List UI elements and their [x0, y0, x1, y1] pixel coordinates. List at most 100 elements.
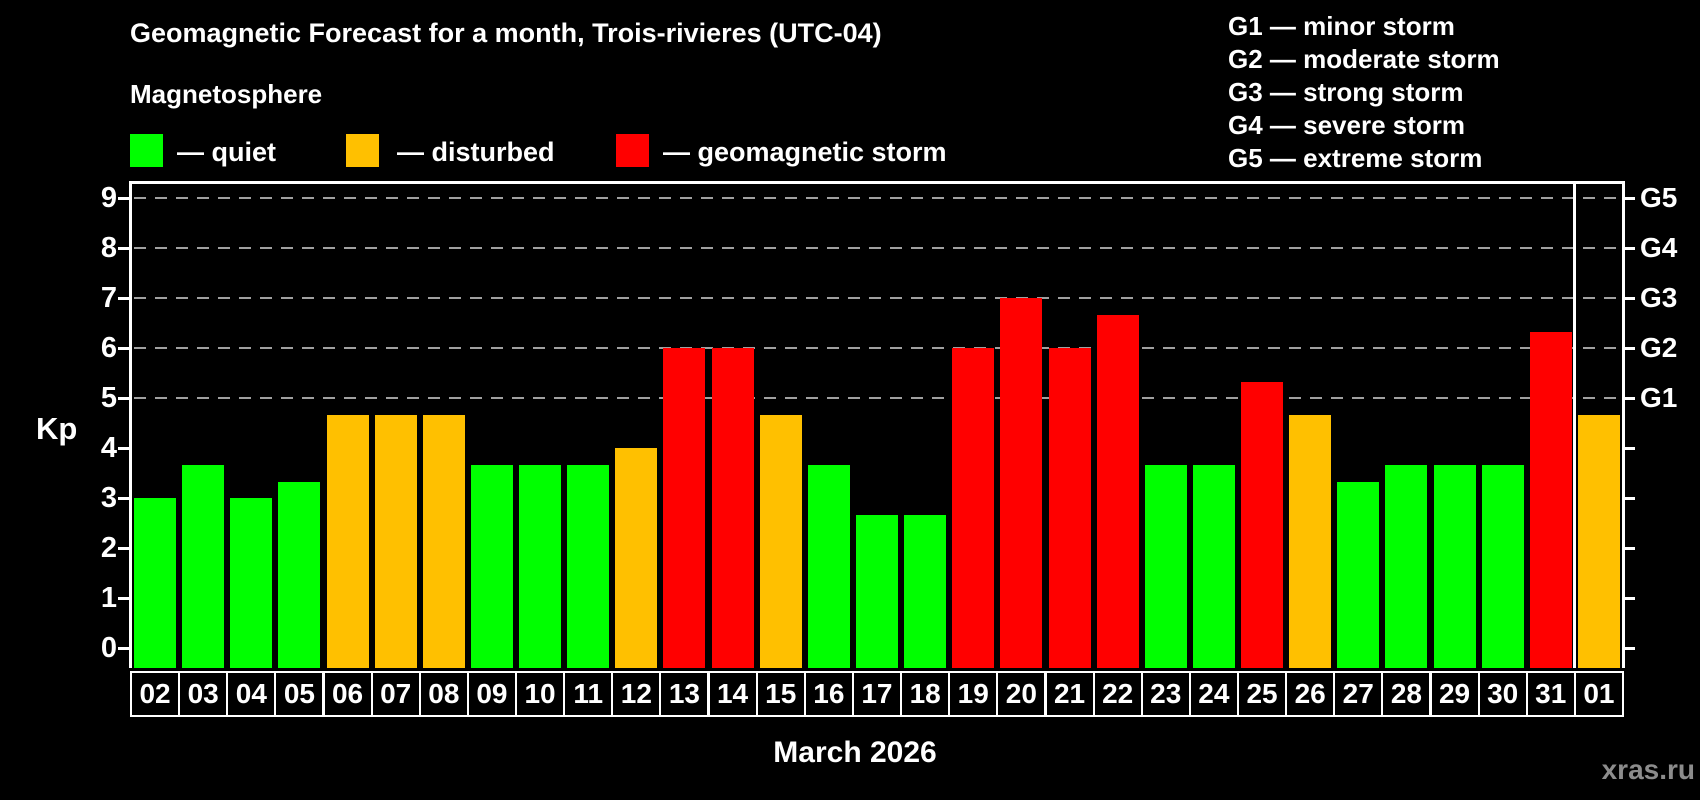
y-axis-tick	[118, 447, 129, 450]
x-tick-label: 16	[803, 671, 854, 717]
kp-bar	[374, 414, 417, 668]
x-tick-label: 26	[1285, 671, 1336, 717]
storm-scale-legend: G1 — minor storm G2 — moderate storm G3 …	[1228, 10, 1500, 175]
x-tick-label: 29	[1429, 671, 1480, 717]
y-axis-tick	[1624, 597, 1635, 600]
x-tick-label: 09	[466, 671, 517, 717]
y-tick-label: 6	[100, 332, 117, 364]
x-tick-label: 31	[1525, 671, 1576, 717]
x-tick-label: 11	[563, 671, 614, 717]
disturbed-legend-label: — disturbed	[397, 137, 555, 167]
g-scale-tick-label: G1	[1640, 382, 1678, 413]
x-tick-label: 13	[659, 671, 710, 717]
kp-bar	[278, 481, 321, 668]
kp-bar	[1481, 464, 1524, 668]
x-tick-label: 22	[1092, 671, 1143, 717]
quiet-swatch-icon	[130, 134, 163, 167]
y-axis-tick	[118, 547, 129, 550]
kp-bar	[1096, 314, 1139, 668]
gridline	[134, 397, 1620, 399]
kp-bar	[1144, 464, 1187, 668]
month-separator-line	[1573, 183, 1577, 668]
kp-bar	[663, 348, 706, 668]
y-tick-label: 0	[100, 632, 117, 664]
g-scale-tick-label: G4	[1640, 232, 1678, 263]
x-axis-title: March 2026	[773, 736, 937, 769]
kp-bar	[807, 464, 850, 668]
x-tick-label: 01	[1573, 671, 1624, 717]
kp-bar	[422, 414, 465, 668]
x-tick-label: 25	[1237, 671, 1288, 717]
x-tick-label: 28	[1381, 671, 1432, 717]
gridline	[134, 297, 1620, 299]
storm-scale-line-g1: G1 — minor storm	[1228, 11, 1455, 41]
kp-bar	[1337, 481, 1380, 668]
kp-bar	[134, 498, 177, 668]
y-axis-tick	[1624, 197, 1635, 200]
x-tick-label: 19	[948, 671, 999, 717]
y-axis-tick	[118, 247, 129, 250]
y-axis-title: Kp	[36, 411, 78, 446]
x-tick-label: 15	[755, 671, 806, 717]
kp-bar	[855, 514, 898, 668]
kp-bar	[1433, 464, 1476, 668]
g-scale-tick-label: G5	[1640, 182, 1678, 213]
storm-scale-line-g5: G5 — extreme storm	[1228, 143, 1483, 173]
x-tick-label: 05	[274, 671, 325, 717]
y-axis-tick	[118, 397, 129, 400]
storm-scale-line-g4: G4 — severe storm	[1228, 110, 1466, 140]
x-tick-label: 02	[130, 671, 181, 717]
x-tick-label: 20	[996, 671, 1047, 717]
disturbed-swatch-icon	[346, 134, 379, 167]
x-tick-label: 23	[1140, 671, 1191, 717]
y-axis-tick	[118, 647, 129, 650]
x-tick-label: 24	[1188, 671, 1239, 717]
kp-bar	[1241, 381, 1284, 668]
y-tick-label: 5	[100, 382, 117, 414]
x-tick-label: 12	[611, 671, 662, 717]
y-axis-tick	[1624, 347, 1635, 350]
g-scale-tick-label: G3	[1640, 282, 1678, 313]
y-tick-label: 8	[100, 232, 117, 264]
kp-bar	[1000, 298, 1043, 668]
gridline	[134, 197, 1620, 199]
y-axis-tick	[118, 297, 129, 300]
kp-bar	[615, 448, 658, 668]
x-tick-label: 17	[851, 671, 902, 717]
kp-bar	[1048, 348, 1091, 668]
y-axis-tick	[1624, 447, 1635, 450]
y-tick-label: 4	[100, 432, 117, 464]
y-tick-label: 1	[100, 582, 117, 614]
gridline	[134, 247, 1620, 249]
storm-scale-line-g3: G3 — strong storm	[1228, 77, 1464, 107]
y-axis-tick	[118, 347, 129, 350]
kp-bar	[1289, 414, 1332, 668]
g-scale-tick-label: G2	[1640, 332, 1678, 363]
y-tick-label: 7	[100, 282, 117, 314]
kp-bar	[1192, 464, 1235, 668]
kp-bar	[182, 464, 225, 668]
x-tick-label: 03	[178, 671, 229, 717]
storm-scale-line-g2: G2 — moderate storm	[1228, 44, 1500, 74]
y-axis-tick	[1624, 547, 1635, 550]
y-tick-label: 3	[100, 482, 117, 514]
plot-top-border	[129, 181, 1625, 184]
x-tick-label: 21	[1044, 671, 1095, 717]
storm-legend-label: — geomagnetic storm	[663, 137, 947, 167]
y-tick-label: 9	[100, 182, 117, 214]
y-axis-tick	[118, 497, 129, 500]
kp-bar	[1385, 464, 1428, 668]
kp-bar	[952, 348, 995, 668]
x-tick-label: 27	[1333, 671, 1384, 717]
x-tick-label: 18	[900, 671, 951, 717]
y-axis-tick	[118, 597, 129, 600]
kp-bar	[326, 414, 369, 668]
quiet-legend-label: — quiet	[177, 137, 276, 167]
magnetosphere-label: Magnetosphere	[130, 79, 323, 109]
y-axis-left	[129, 183, 132, 668]
kp-bar	[470, 464, 513, 668]
x-tick-label: 30	[1477, 671, 1528, 717]
y-axis-tick	[118, 197, 129, 200]
y-axis-tick	[1624, 247, 1635, 250]
y-axis-tick	[1624, 297, 1635, 300]
